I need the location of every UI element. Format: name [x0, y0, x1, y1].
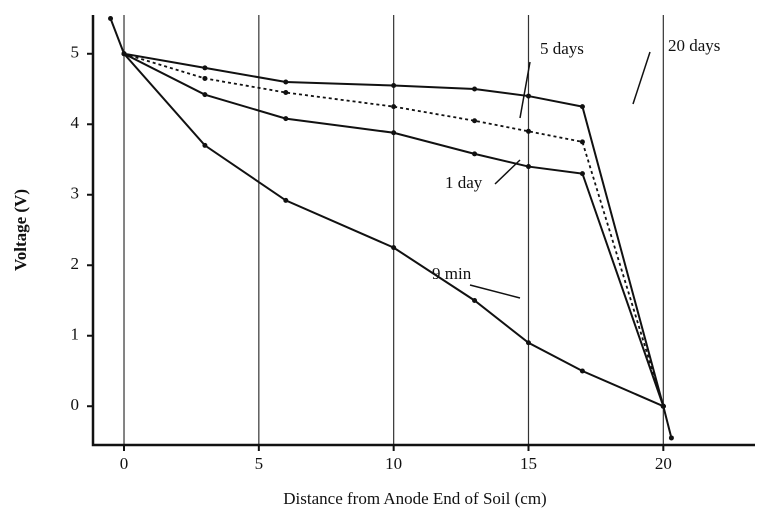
x-axis-label: Distance from Anode End of Soil (cm) [283, 489, 546, 508]
y-axis-label: Voltage (V) [11, 189, 30, 271]
data-point [391, 245, 397, 251]
x-tick-label: 5 [255, 454, 264, 473]
data-point [121, 51, 127, 57]
series-line [123, 52, 665, 407]
data-point [391, 130, 397, 136]
data-point [283, 79, 289, 85]
series-line [123, 52, 665, 407]
y-tick-label: 0 [71, 395, 80, 414]
data-point [202, 142, 208, 148]
data-point [283, 197, 289, 203]
series-line [123, 52, 665, 407]
data-point [525, 93, 531, 99]
data-point [472, 86, 478, 92]
data-point [202, 75, 208, 81]
series-label: 1 day [445, 173, 483, 192]
annotation-leader [469, 284, 521, 299]
y-tick-label: 4 [71, 113, 80, 132]
data-point [108, 16, 114, 22]
series-label: 5 days [540, 39, 584, 58]
data-point [472, 118, 478, 124]
data-point [579, 368, 585, 374]
data-point [202, 92, 208, 98]
data-point [202, 65, 208, 71]
annotation-leader [519, 61, 531, 119]
data-point [525, 164, 531, 170]
series-label: 9 min [432, 264, 472, 283]
annotation-leader [632, 51, 651, 105]
x-tick-label: 15 [520, 454, 537, 473]
x-tick-label: 0 [120, 454, 129, 473]
data-point [283, 90, 289, 96]
data-point [579, 139, 585, 145]
annotation-leader [494, 159, 521, 185]
data-point [391, 82, 397, 88]
data-point [660, 403, 666, 409]
series-line [109, 18, 673, 439]
data-point [472, 297, 478, 303]
data-point [391, 104, 397, 110]
data-point [525, 128, 531, 134]
data-point [472, 151, 478, 157]
y-tick-label: 5 [71, 43, 80, 62]
series-label: 20 days [668, 36, 720, 55]
y-tick-label: 3 [71, 184, 80, 203]
x-tick-label: 20 [655, 454, 672, 473]
data-point [579, 171, 585, 177]
data-point [668, 435, 674, 441]
y-tick-label: 1 [71, 325, 80, 344]
data-point [283, 116, 289, 122]
data-point [525, 340, 531, 346]
axis-frame [91, 15, 755, 447]
data-point [579, 104, 585, 110]
y-tick-label: 2 [71, 254, 80, 273]
x-tick-label: 10 [385, 454, 402, 473]
